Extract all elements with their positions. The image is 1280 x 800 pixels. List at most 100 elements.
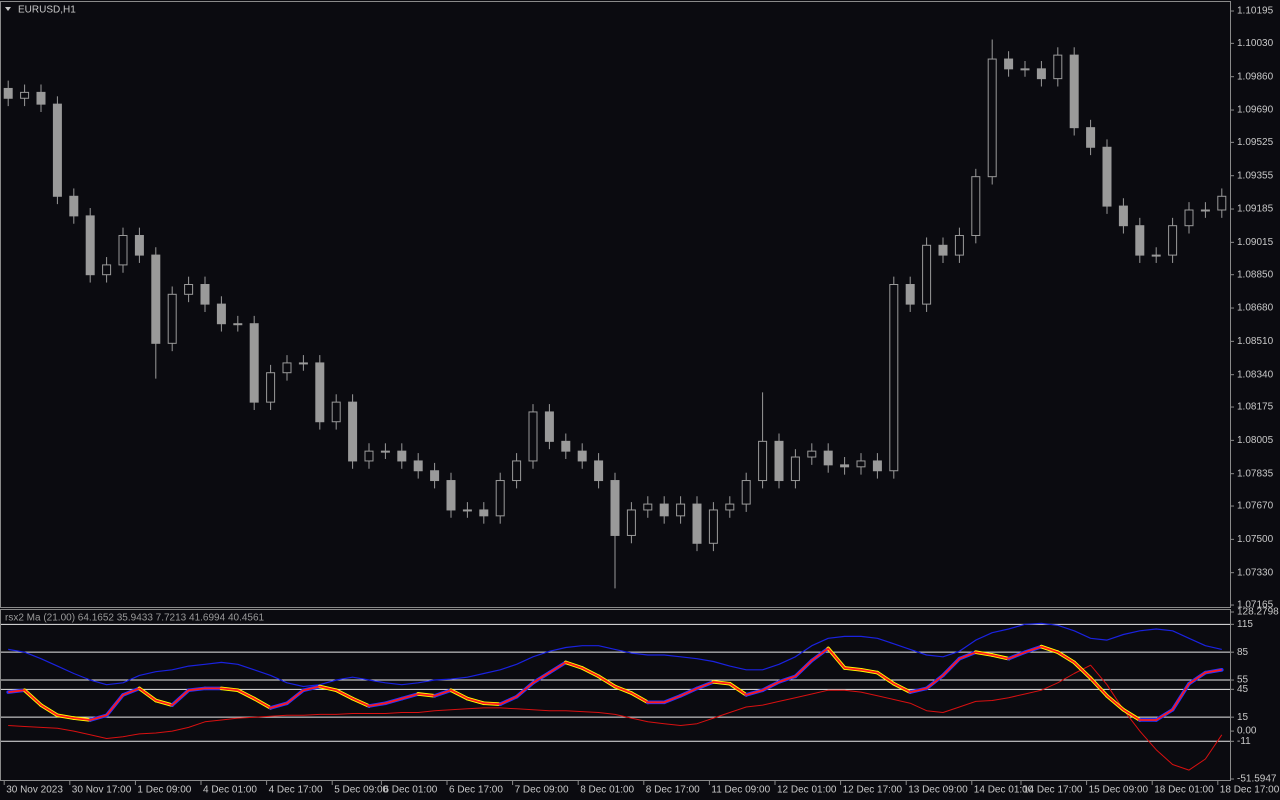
candle-body: [954, 234, 964, 256]
candle-body: [1168, 225, 1178, 256]
x-tick-label: 5 Dec 09:00: [334, 785, 388, 796]
y-tick-label: 1.09860: [1237, 71, 1274, 82]
candle-body: [676, 503, 686, 517]
candle-body: [1020, 68, 1030, 71]
candle-body: [823, 450, 833, 466]
candle-body: [413, 460, 423, 472]
x-tick-label: 14 Dec 17:00: [1023, 785, 1083, 796]
y-tick-label: 55: [1237, 675, 1249, 686]
y-tick-label: 1.08340: [1237, 369, 1274, 380]
y-tick-label: 1.08005: [1237, 435, 1274, 446]
candle-body: [1184, 209, 1194, 227]
indicator-title: rsx2 Ma (21.00) 64.1652 35.9433 7.7213 4…: [5, 613, 265, 624]
candle-body: [594, 460, 604, 482]
candle-body: [610, 480, 620, 536]
candle-body: [134, 234, 144, 256]
candle-body: [479, 509, 489, 517]
candle-body: [85, 215, 95, 276]
y-tick-label: 1.08850: [1237, 269, 1274, 280]
candle-body: [741, 480, 751, 505]
candle-body: [512, 460, 522, 482]
y-tick-label: 1.08510: [1237, 336, 1274, 347]
candle-body: [462, 509, 472, 512]
x-tick-label: 12 Dec 01:00: [777, 785, 837, 796]
candle-body: [495, 480, 505, 517]
candle-body: [971, 176, 981, 236]
candle-body: [725, 503, 735, 511]
y-tick-label: 115: [1237, 619, 1253, 630]
x-tick-label: 30 Nov 17:00: [72, 785, 132, 796]
y-tick-label: 1.07165: [1237, 600, 1274, 611]
candle-body: [52, 103, 62, 197]
candle-body: [905, 284, 915, 305]
y-tick-label: 1.09015: [1237, 237, 1274, 248]
x-tick-label: 30 Nov 2023: [6, 785, 63, 796]
candle-body: [397, 450, 407, 462]
symbol-menu-arrow[interactable]: [5, 7, 11, 11]
candle-body: [3, 87, 13, 99]
candle-body: [889, 284, 899, 472]
candle-body: [1118, 205, 1128, 227]
y-tick-label: 45: [1237, 684, 1249, 695]
x-tick-label: 11 Dec 09:00: [711, 785, 770, 796]
x-tick-label: 6 Dec 17:00: [449, 785, 503, 796]
x-tick-label: 4 Dec 17:00: [269, 785, 323, 796]
x-tick-label: 15 Dec 09:00: [1089, 785, 1149, 796]
candle-body: [790, 456, 800, 482]
y-tick-label: -51.5947: [1237, 774, 1277, 785]
candle-body: [643, 503, 653, 511]
candle-body: [692, 503, 702, 544]
y-tick-label: 1.08680: [1237, 303, 1274, 314]
candle-body: [1036, 68, 1046, 80]
candle-body: [118, 234, 128, 266]
y-tick-label: 1.07835: [1237, 468, 1274, 479]
candle-body: [659, 503, 669, 517]
candle-body: [938, 244, 948, 256]
y-tick-label: 1.10195: [1237, 6, 1274, 17]
x-tick-label: 7 Dec 09:00: [515, 785, 569, 796]
y-tick-label: -11: [1237, 736, 1251, 747]
candle-body: [348, 401, 358, 462]
candle-body: [364, 450, 374, 462]
candle-body: [561, 440, 571, 452]
candle-body: [1004, 58, 1014, 70]
y-tick-label: 1.07500: [1237, 534, 1274, 545]
candle-body: [1217, 195, 1227, 211]
y-tick-label: 1.10030: [1237, 38, 1274, 49]
candle-body: [200, 284, 210, 305]
candle-body: [151, 254, 161, 344]
candle-body: [758, 440, 768, 482]
candle-body: [102, 264, 112, 276]
candle-body: [249, 323, 259, 403]
candle-body: [577, 450, 587, 462]
x-tick-label: 14 Dec 01:00: [974, 785, 1034, 796]
candle-body: [233, 323, 243, 326]
symbol-title: EURUSD,H1: [18, 5, 76, 16]
candle-body: [1086, 127, 1096, 148]
candle-body: [446, 480, 456, 511]
candle-body: [774, 440, 784, 482]
candle-body: [315, 362, 325, 423]
candle-body: [1102, 146, 1112, 207]
y-tick-label: 1.07670: [1237, 501, 1274, 512]
candle-body: [430, 470, 440, 482]
band-line: [8, 622, 1222, 688]
x-tick-label: 1 Dec 09:00: [137, 785, 191, 796]
candle-body: [36, 91, 46, 105]
candle-body: [1053, 54, 1063, 80]
candle-body: [331, 401, 341, 423]
x-tick-label: 6 Dec 01:00: [383, 785, 437, 796]
y-tick-label: 1.09690: [1237, 105, 1274, 116]
candle-body: [282, 362, 292, 374]
candle-body: [216, 303, 226, 325]
candle-body: [840, 464, 850, 468]
x-tick-label: 18 Dec 01:00: [1154, 785, 1214, 796]
x-tick-label: 8 Dec 17:00: [646, 785, 700, 796]
y-tick-label: 0.00: [1237, 726, 1257, 737]
y-tick-label: 128.2798: [1237, 607, 1279, 618]
candle-body: [69, 195, 79, 217]
candle-body: [1200, 209, 1210, 212]
y-tick-label: 1.07330: [1237, 567, 1274, 578]
